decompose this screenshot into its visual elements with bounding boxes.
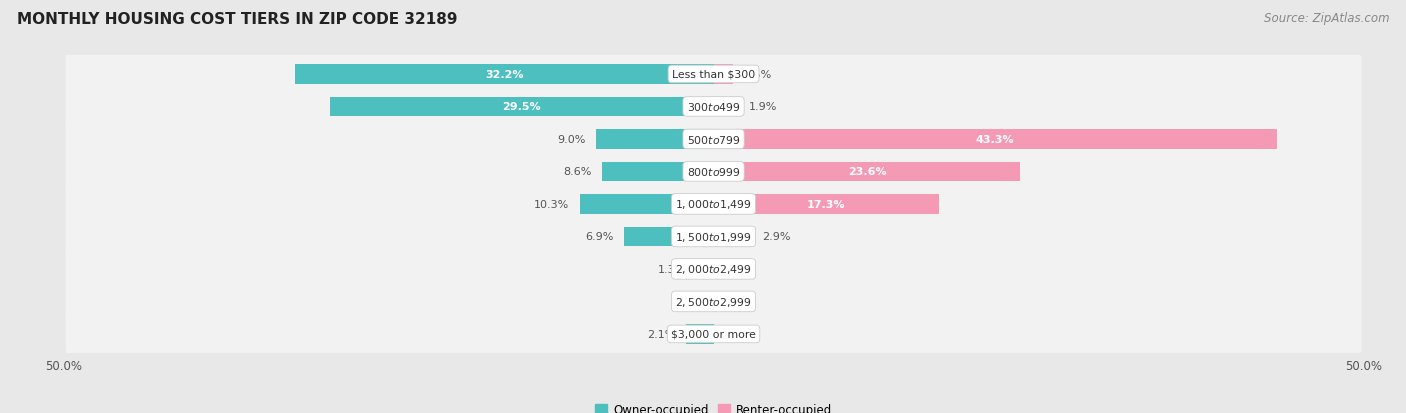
Text: $2,000 to $2,499: $2,000 to $2,499	[675, 263, 752, 276]
FancyBboxPatch shape	[66, 282, 1361, 321]
Text: $2,500 to $2,999: $2,500 to $2,999	[675, 295, 752, 308]
Text: 0.0%: 0.0%	[717, 297, 745, 307]
FancyBboxPatch shape	[66, 121, 1361, 159]
Text: $300 to $499: $300 to $499	[686, 101, 741, 113]
Text: Source: ZipAtlas.com: Source: ZipAtlas.com	[1264, 12, 1389, 25]
Bar	[713, 162, 1021, 182]
Text: 6.9%: 6.9%	[585, 232, 613, 242]
Bar	[713, 130, 1277, 150]
FancyBboxPatch shape	[66, 315, 1361, 353]
FancyBboxPatch shape	[66, 218, 1361, 256]
Bar	[686, 324, 713, 344]
Text: 2.1%: 2.1%	[647, 329, 676, 339]
Bar	[596, 130, 713, 150]
Text: $3,000 or more: $3,000 or more	[671, 329, 756, 339]
Text: 9.0%: 9.0%	[558, 135, 586, 145]
Text: $1,000 to $1,499: $1,000 to $1,499	[675, 198, 752, 211]
Text: 17.3%: 17.3%	[807, 199, 845, 209]
Text: 23.6%: 23.6%	[848, 167, 886, 177]
FancyBboxPatch shape	[66, 250, 1361, 288]
Text: 1.3%: 1.3%	[658, 264, 686, 274]
Text: $500 to $799: $500 to $799	[686, 134, 741, 146]
Text: 2.9%: 2.9%	[762, 232, 790, 242]
Bar	[713, 195, 939, 214]
Bar	[579, 195, 713, 214]
FancyBboxPatch shape	[66, 88, 1361, 126]
Bar	[713, 97, 738, 117]
Bar	[330, 97, 713, 117]
Legend: Owner-occupied, Renter-occupied: Owner-occupied, Renter-occupied	[595, 403, 832, 413]
Bar	[713, 227, 751, 247]
Text: 0.0%: 0.0%	[717, 329, 745, 339]
Text: 0.0%: 0.0%	[717, 264, 745, 274]
Text: $1,500 to $1,999: $1,500 to $1,999	[675, 230, 752, 243]
Text: 32.2%: 32.2%	[485, 70, 523, 80]
Text: Less than $300: Less than $300	[672, 70, 755, 80]
FancyBboxPatch shape	[66, 185, 1361, 223]
Text: 1.9%: 1.9%	[748, 102, 778, 112]
Text: 0.0%: 0.0%	[682, 297, 710, 307]
Text: 43.3%: 43.3%	[976, 135, 1014, 145]
Bar	[624, 227, 713, 247]
FancyBboxPatch shape	[66, 153, 1361, 191]
Text: $800 to $999: $800 to $999	[686, 166, 741, 178]
Text: 10.3%: 10.3%	[534, 199, 569, 209]
Bar	[602, 162, 713, 182]
Text: 1.5%: 1.5%	[744, 70, 772, 80]
Text: 8.6%: 8.6%	[562, 167, 592, 177]
Text: MONTHLY HOUSING COST TIERS IN ZIP CODE 32189: MONTHLY HOUSING COST TIERS IN ZIP CODE 3…	[17, 12, 457, 27]
Bar	[696, 259, 713, 279]
Bar	[295, 65, 713, 85]
Text: 29.5%: 29.5%	[502, 102, 541, 112]
Bar	[713, 65, 733, 85]
FancyBboxPatch shape	[66, 56, 1361, 94]
